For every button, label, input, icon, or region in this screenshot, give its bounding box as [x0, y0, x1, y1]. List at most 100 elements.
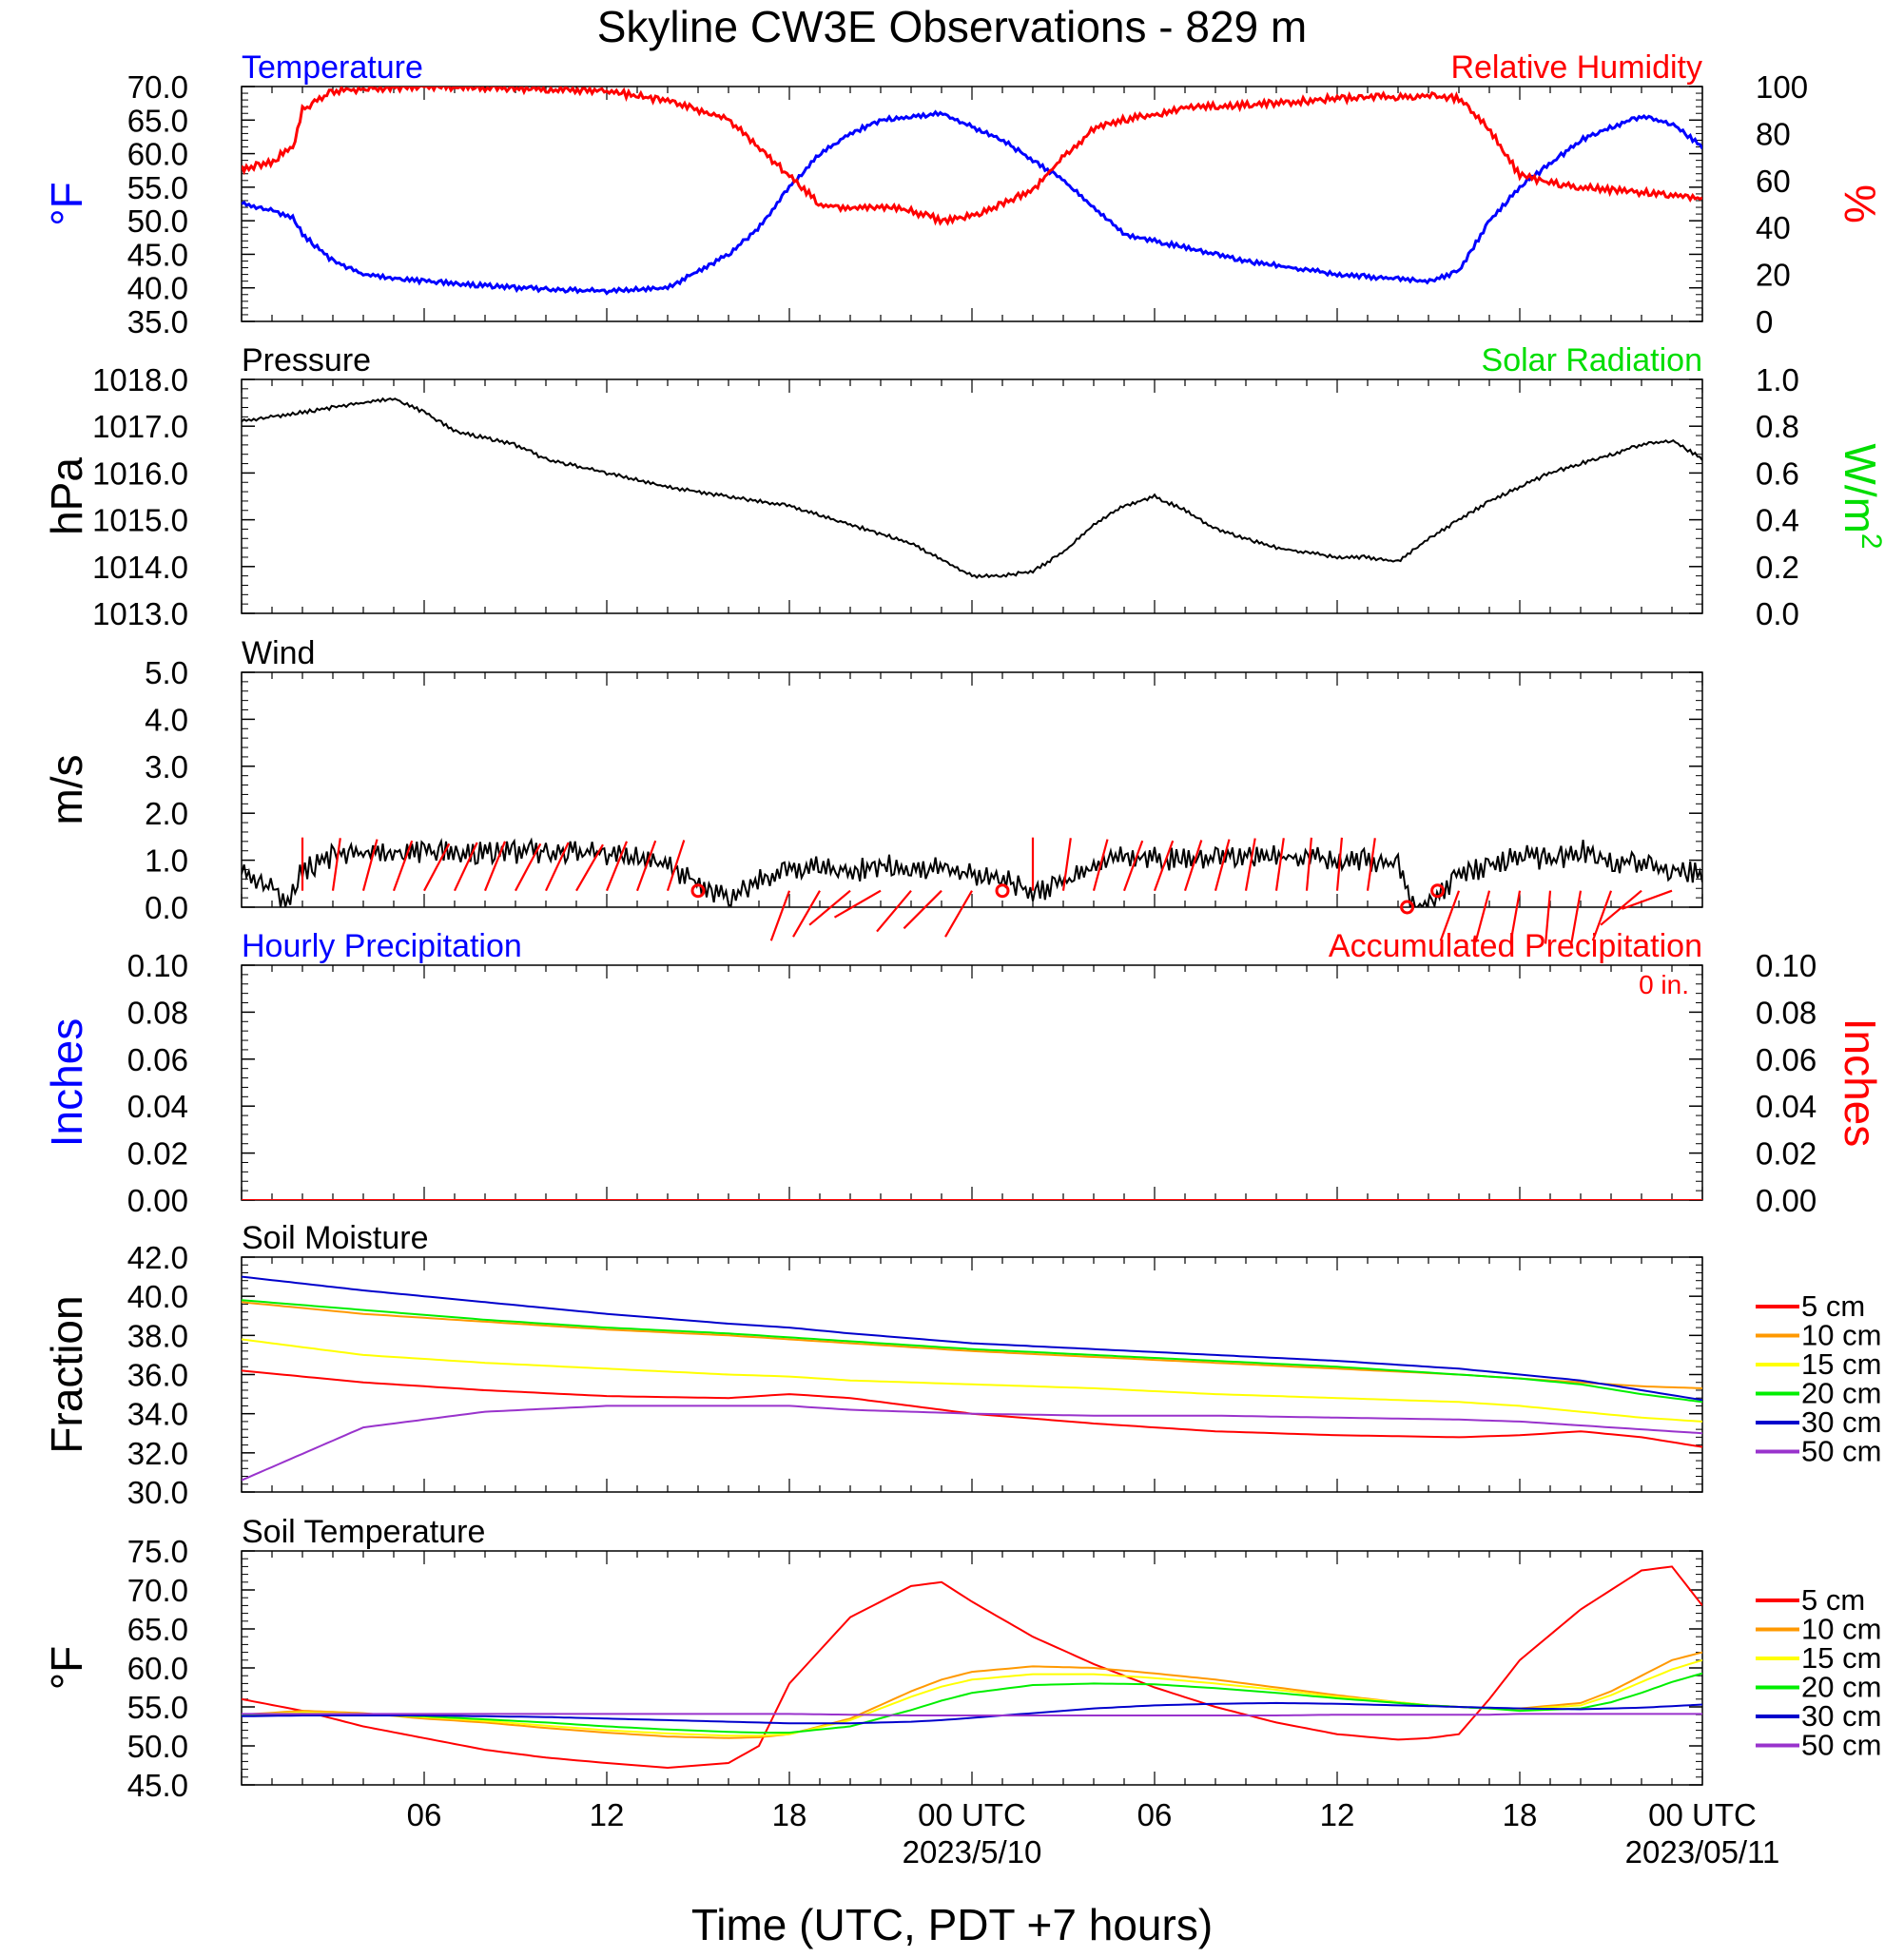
x-tick-label: 00 UTC — [1648, 1797, 1757, 1832]
y-tick-label-left: 1015.0 — [92, 503, 188, 538]
y-tick-label-left: 1.0 — [145, 843, 188, 879]
precip-total-annotation: 0 in. — [1639, 970, 1689, 999]
panel-title-left: Pressure — [242, 342, 371, 378]
y-tick-label-left: 1017.0 — [92, 409, 188, 444]
legend-label: 10 cm — [1801, 1319, 1881, 1352]
legend-label: 20 cm — [1801, 1671, 1881, 1704]
legend-label: 10 cm — [1801, 1613, 1881, 1646]
y-tick-label-left: 32.0 — [127, 1436, 188, 1471]
panel-frame — [241, 378, 1703, 614]
legend-label: 30 cm — [1801, 1699, 1881, 1733]
panel-temp_rh: 70.065.060.055.050.045.040.035.0 100 80 60 4… — [42, 49, 1885, 339]
y-tick-label-left: 34.0 — [127, 1397, 188, 1432]
wind-barbs — [301, 837, 1673, 944]
wind-barb — [1153, 840, 1175, 892]
wind-barb — [635, 840, 657, 892]
y-tick-label-left: 55.0 — [127, 170, 188, 205]
panel-soil_moisture: 42.0 40.0 38.0 36.0 34.0 32.0 30.0 Soil Moistur… — [42, 1220, 1881, 1510]
series-line-relative-humidity — [242, 87, 1702, 226]
y-tick-label-left: 0.10 — [127, 948, 188, 983]
wind-barb — [361, 839, 379, 891]
x-tick-label: 18 — [1503, 1797, 1538, 1832]
y-tick-label-left: 45.0 — [127, 237, 188, 272]
y-tick-label-left: 36.0 — [127, 1358, 188, 1393]
wind-barb — [1439, 890, 1461, 941]
y-tick-label-right: 40 — [1756, 210, 1791, 245]
wind-barb — [769, 890, 791, 941]
y-tick-label-right: 0.10 — [1756, 948, 1817, 983]
y-tick-label-left: 2.0 — [145, 796, 188, 831]
y-tick-label-left: 60.0 — [127, 137, 188, 172]
y-tick-label-left: 75.0 — [127, 1534, 188, 1569]
y-tick-label-left: 0.00 — [127, 1183, 188, 1218]
wind-barb — [423, 843, 451, 892]
y-tick-label-right: 0.4 — [1756, 503, 1799, 538]
wind-barb — [545, 842, 570, 892]
y-tick-label-left: 30.0 — [127, 1475, 188, 1510]
panels: 70.065.060.055.050.045.040.035.010080604… — [42, 49, 1887, 1803]
y-axis-label-left: °F — [42, 1646, 91, 1691]
y-tick-label-right: 0.06 — [1756, 1042, 1817, 1077]
panel-title-right: Solar Radiation — [1482, 342, 1702, 378]
series-lines — [242, 397, 1702, 579]
x-tick-label: 00 UTC — [918, 1797, 1026, 1832]
wind-barb — [331, 838, 341, 891]
panel-frame — [241, 1550, 1703, 1786]
wind-barb — [1061, 838, 1072, 891]
wind-barb — [483, 841, 507, 892]
series-lines — [242, 837, 1702, 907]
x-tick-label: 18 — [772, 1797, 807, 1832]
calm-wind-marker — [690, 883, 706, 899]
wind-barb — [1214, 839, 1231, 891]
wind-barb — [1244, 838, 1256, 891]
series-lines — [242, 1565, 1702, 1770]
wind-barb — [1570, 890, 1583, 944]
y-tick-label-left: 42.0 — [127, 1240, 188, 1275]
wind-barb — [1366, 838, 1376, 891]
figure-title: Skyline CW3E Observations - 829 m — [597, 2, 1308, 51]
y-tick-label-left: 0.04 — [127, 1089, 188, 1124]
wind-barb — [1305, 837, 1312, 891]
y-tick-label-left: 55.0 — [127, 1690, 188, 1725]
panel-soil_temperature: 75.0 70.0 65.0 60.0 55.0 50.0 45.0 Soil Tempera… — [42, 1514, 1881, 1803]
y-tick-label-right: 1.0 — [1756, 362, 1799, 397]
series-line-5-cm — [242, 1565, 1702, 1770]
wind-barb — [1545, 890, 1552, 944]
panel-title-left: Temperature — [242, 49, 423, 86]
y-tick-label-right: 0.04 — [1756, 1089, 1817, 1124]
wind-barb — [903, 889, 942, 930]
y-tick-label-left: 0.02 — [127, 1136, 188, 1172]
wind-barb — [792, 890, 821, 938]
wind-barb — [1474, 890, 1491, 943]
wind-barb — [666, 840, 686, 892]
legend-label: 50 cm — [1801, 1435, 1881, 1468]
panel-pressure: 1018.0 1017.0 1016.0 1015.0 1014.0 1013.0 1.0 0… — [42, 342, 1887, 631]
y-axis-label-left: °F — [42, 182, 91, 226]
panel-title-right: Relative Humidity — [1450, 49, 1702, 86]
y-tick-label-left: 70.0 — [127, 69, 188, 105]
calm-wind-marker — [1400, 900, 1415, 915]
legend-label: 20 cm — [1801, 1377, 1881, 1410]
panel-precip: 0.10 0.08 0.06 0.04 0.02 0.00 0.10 0.08 0.06 0.04… — [42, 928, 1885, 1218]
y-tick-label-right: 80 — [1756, 116, 1791, 151]
wind-barb — [876, 889, 912, 933]
time-axis-label: Time (UTC, PDT +7 hours) — [691, 1900, 1213, 1949]
y-tick-label-left: 65.0 — [127, 1612, 188, 1647]
legend-label: 5 cm — [1801, 1583, 1865, 1617]
y-axis-label-right: % — [1836, 184, 1885, 223]
legend-label: 50 cm — [1801, 1729, 1881, 1762]
y-tick-label-left: 0.08 — [127, 995, 188, 1030]
y-tick-label-right: 0.6 — [1756, 455, 1799, 491]
calm-wind-marker — [995, 883, 1010, 899]
series-line-wind — [242, 837, 1702, 907]
panel-wind: 5.0 4.0 3.0 2.0 1.0 0.0 Wind m/s — [42, 635, 1703, 944]
wind-barb — [1335, 837, 1343, 891]
x-date-label: 2023/05/11 — [1625, 1834, 1780, 1870]
x-tick-label: 12 — [590, 1797, 625, 1832]
series-line-50-cm — [242, 1405, 1702, 1482]
y-tick-label-left: 35.0 — [127, 304, 188, 339]
wind-barb — [1092, 839, 1109, 891]
y-tick-label-left: 1013.0 — [92, 596, 188, 631]
